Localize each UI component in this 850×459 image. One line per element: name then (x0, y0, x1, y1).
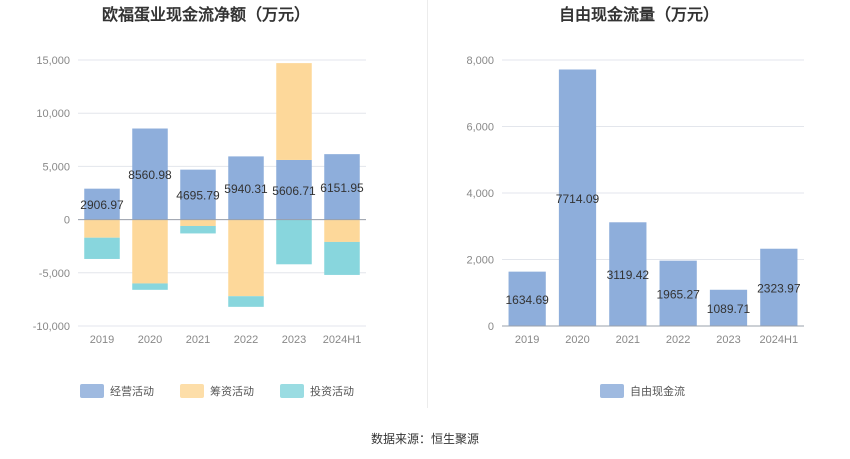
data-label: 6151.95 (320, 181, 364, 195)
bar-投资活动 (132, 283, 168, 290)
x-tick-label: 2019 (515, 334, 539, 346)
y-tick-label: 4,000 (466, 188, 494, 200)
bar-经营活动 (132, 128, 168, 220)
bar-经营活动 (180, 169, 216, 220)
x-tick-label: 2024H1 (760, 334, 799, 346)
bar-筹资活动 (180, 219, 216, 226)
panel-divider (427, 0, 428, 408)
x-tick-label: 2023 (282, 334, 306, 346)
x-tick-label: 2024H1 (323, 334, 362, 346)
bar-自由现金流 (609, 222, 647, 326)
bar-经营活动 (324, 154, 360, 220)
x-tick-label: 2022 (234, 334, 258, 346)
y-tick-label: 15,000 (36, 55, 70, 67)
legend-swatch (600, 384, 624, 398)
x-tick-label: 2021 (186, 334, 210, 346)
y-tick-label: 5,000 (42, 161, 70, 173)
bar-筹资活动 (324, 219, 360, 242)
x-tick-label: 2023 (716, 334, 740, 346)
y-tick-label: 6,000 (466, 122, 494, 134)
data-label: 5606.71 (272, 184, 316, 198)
data-label: 1089.71 (707, 302, 751, 316)
y-tick-label: -5,000 (39, 268, 70, 280)
bar-自由现金流 (659, 260, 697, 326)
bar-自由现金流 (558, 69, 597, 327)
data-label: 2906.97 (80, 198, 124, 212)
data-label: 1634.69 (505, 293, 549, 307)
bar-经营活动 (84, 188, 120, 220)
bar-投资活动 (84, 237, 120, 259)
bar-自由现金流 (709, 289, 748, 326)
legend-label: 经营活动 (110, 384, 154, 398)
bar-筹资活动 (228, 219, 264, 297)
x-tick-label: 2022 (666, 334, 690, 346)
legend-swatch (180, 384, 204, 398)
y-tick-label: 2,000 (466, 255, 494, 267)
chart-title: 自由现金流量（万元） (559, 5, 719, 24)
charts-canvas: 欧福蛋业现金流净额（万元） -10,000 -5,000 0 5,000 10,000 15… (33, 5, 804, 398)
bar-经营活动 (276, 159, 312, 220)
bar-投资活动 (324, 241, 360, 275)
bar-自由现金流 (508, 271, 546, 326)
x-tick-label: 2020 (138, 334, 162, 346)
bar-投资活动 (276, 219, 312, 265)
bar-筹资活动 (132, 219, 168, 284)
data-label: 2323.97 (757, 281, 801, 295)
bar-筹资活动 (84, 219, 120, 238)
chart-title: 欧福蛋业现金流净额（万元） (102, 5, 310, 24)
x-tick-label: 2021 (616, 334, 640, 346)
bar-经营活动 (228, 156, 264, 220)
data-label: 7714.09 (556, 192, 600, 206)
legend-swatch (280, 384, 304, 398)
data-label: 8560.98 (128, 168, 172, 182)
data-label: 5940.31 (224, 182, 268, 196)
legend-label: 投资活动 (310, 384, 354, 398)
data-label: 1965.27 (656, 287, 700, 301)
bar-投资活动 (228, 296, 264, 307)
y-tick-label: -10,000 (33, 321, 70, 333)
bar-投资活动 (180, 225, 216, 234)
y-tick-label: 0 (64, 215, 70, 227)
x-tick-label: 2020 (565, 334, 589, 346)
data-label: 4695.79 (176, 189, 220, 203)
legend-label: 筹资活动 (210, 384, 254, 398)
bar-筹资活动 (276, 63, 312, 160)
y-tick-label: 10,000 (36, 108, 70, 120)
x-tick-label: 2019 (90, 334, 114, 346)
bar-自由现金流 (760, 248, 798, 326)
y-tick-label: 0 (488, 321, 494, 333)
data-source-note: 数据来源：恒生聚源 (370, 432, 479, 446)
legend-swatch (80, 384, 104, 398)
y-tick-label: 8,000 (466, 55, 494, 67)
legend-label: 自由现金流 (630, 384, 685, 398)
data-label: 3119.42 (607, 268, 650, 282)
